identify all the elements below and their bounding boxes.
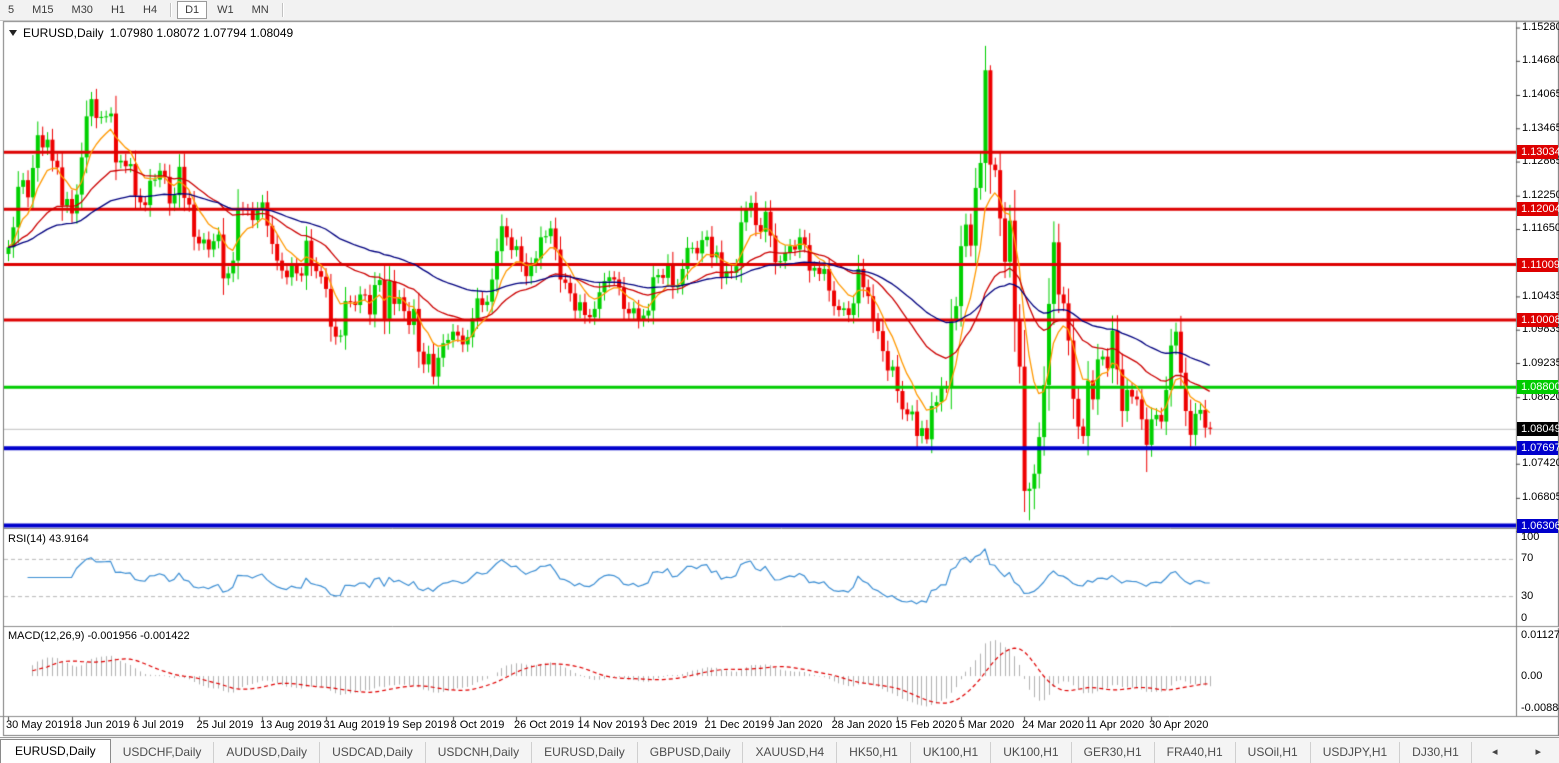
price-axis-label: 1.13465	[1522, 121, 1559, 134]
indicator-axis-label: 0.011277	[1521, 628, 1559, 641]
date-axis-label: 11 Apr 2020	[1085, 719, 1145, 731]
chart-tab-usdjpy-h1-14[interactable]: USDJPY,H1	[1311, 742, 1401, 763]
toolbar-separator	[170, 3, 173, 17]
date-axis-label: 26 Oct 2019	[514, 719, 574, 731]
date-axis-label: 15 Feb 2020	[895, 719, 957, 731]
chart-tab-hk50-h1-8[interactable]: HK50,H1	[837, 742, 911, 763]
date-axis-label: 5 Mar 2020	[958, 719, 1015, 731]
chart-tab-gbpusd-daily-6[interactable]: GBPUSD,Daily	[638, 742, 744, 763]
chart-title: EURUSD,Daily 1.07980 1.08072 1.07794 1.0…	[9, 26, 293, 40]
tab-scroll-right-icon[interactable]: ▸	[1535, 746, 1541, 758]
date-axis-label: 31 Aug 2019	[323, 719, 386, 731]
date-axis-label: 30 Apr 2020	[1149, 719, 1209, 731]
hline-price-label: 1.10008	[1517, 313, 1559, 328]
date-axis[interactable]: 30 May 2019 18 Jun 2019 6 Jul 2019 25 Jul 2…	[0, 718, 1559, 734]
date-axis-label: 30 May 2019	[6, 719, 70, 731]
timeframe-button-d1[interactable]: D1	[177, 1, 208, 19]
chart-tab-eurusd-daily-5[interactable]: EURUSD,Daily	[532, 742, 638, 763]
chart-tab-usdchf-daily-1[interactable]: USDCHF,Daily	[111, 742, 215, 763]
date-axis-label: 24 Mar 2020	[1022, 719, 1084, 731]
date-axis-label: 3 Dec 2019	[641, 719, 698, 731]
price-axis-label: 1.10435	[1522, 289, 1559, 302]
date-axis-label: 28 Jan 2020	[831, 719, 893, 731]
price-axis-label: 1.11650	[1522, 222, 1559, 235]
price-axis-label: 1.06805	[1522, 491, 1559, 504]
hline-price-label: 1.07697	[1517, 441, 1559, 456]
price-axis-label: 1.14065	[1522, 88, 1559, 101]
hline-price-label: 1.13034	[1517, 145, 1559, 160]
chart-tab-eurusd-daily-0[interactable]: EURUSD,Daily	[0, 739, 111, 763]
chart-tab-xauusd-h4-7[interactable]: XAUUSD,H4	[743, 742, 838, 763]
tab-scroll-left-icon[interactable]: ◂	[1491, 746, 1498, 758]
date-axis-label: 21 Dec 2019	[704, 719, 767, 731]
rsi-indicator-label: RSI(14) 43.9164	[8, 533, 89, 545]
price-axis-label: 1.15280	[1522, 22, 1559, 34]
timeframe-button-h1[interactable]: H1	[110, 4, 125, 16]
indicator-axis-label: 0	[1521, 611, 1528, 624]
hline-price-label: 1.06306	[1517, 518, 1559, 533]
hline-price-label: 1.12004	[1517, 202, 1559, 217]
chart-tab-audusd-daily-2[interactable]: AUDUSD,Daily	[214, 742, 321, 763]
macd-indicator-label: MACD(12,26,9) -0.001956 -0.001422	[8, 630, 190, 642]
timeframe-toolbar: 5 M15 M30 H1 H4 D1 W1 MN	[0, 0, 1559, 21]
timeframe-button-h4[interactable]: H4	[143, 4, 158, 16]
toolbar-separator	[281, 3, 284, 17]
price-axis-label: 1.14680	[1522, 54, 1559, 67]
date-axis-label: 9 Jan 2020	[768, 719, 823, 731]
date-axis-label: 14 Nov 2019	[577, 719, 640, 731]
indicator-axis-label: 0.00	[1521, 669, 1543, 682]
chart-tab-fra40-h1-12[interactable]: FRA40,H1	[1155, 742, 1236, 763]
chart-tab-usoil-h1-13[interactable]: USOil,H1	[1236, 742, 1311, 763]
date-axis-label: 8 Oct 2019	[450, 719, 505, 731]
indicator-axis-label: -0.008849	[1521, 701, 1559, 714]
hline-price-label: 1.08800	[1517, 380, 1559, 395]
chart-ohlc-values: 1.07980 1.08072 1.07794 1.08049	[109, 26, 294, 40]
timeframe-button-m15[interactable]: M15	[32, 4, 54, 16]
chart-tab-uk100-h1-9[interactable]: UK100,H1	[911, 742, 992, 763]
date-axis-label: 19 Sep 2019	[387, 719, 450, 731]
current-price-label: 1.08049	[1517, 421, 1559, 436]
hline-price-label: 1.11009	[1517, 257, 1559, 272]
symbol-dropdown-icon[interactable]	[9, 30, 17, 36]
chart-tab-usdcnh-daily-4[interactable]: USDCNH,Daily	[426, 742, 533, 763]
date-axis-label: 18 Jun 2019	[69, 719, 131, 731]
price-axis-label: 1.07420	[1522, 457, 1559, 470]
timeframe-button-w1[interactable]: W1	[217, 4, 234, 16]
indicator-axis-label: 30	[1521, 589, 1534, 602]
timeframe-button-mn[interactable]: MN	[251, 4, 269, 16]
indicator-axis-label: 100	[1521, 530, 1540, 543]
date-axis-label: 25 Jul 2019	[196, 719, 254, 731]
chart-tab-bar: EURUSD,Daily USDCHF,Daily AUDUSD,Daily USDC…	[0, 737, 1559, 763]
chart-symbol-label: EURUSD,Daily	[23, 26, 104, 40]
chart-tab-ger30-h1-11[interactable]: GER30,H1	[1072, 742, 1155, 763]
indicator-axis-label: 70	[1521, 552, 1534, 565]
chart-tab-uk100-h1-10[interactable]: UK100,H1	[991, 742, 1072, 763]
price-axis-label: 1.12250	[1522, 189, 1559, 202]
date-axis-label: 6 Jul 2019	[133, 719, 184, 731]
timeframe-button-m30[interactable]: M30	[71, 4, 93, 16]
chart-tab-usdcad-daily-3[interactable]: USDCAD,Daily	[320, 742, 426, 763]
timeframe-button-5[interactable]: 5	[8, 4, 15, 16]
date-axis-label: 13 Aug 2019	[260, 719, 322, 731]
price-axis-label: 1.09235	[1522, 356, 1559, 369]
chart-tab-dj30-h1-15[interactable]: DJ30,H1	[1400, 742, 1472, 763]
